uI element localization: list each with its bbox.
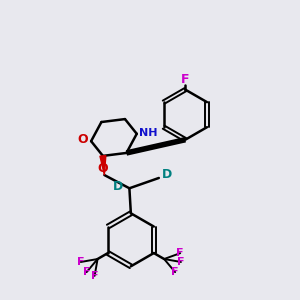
Text: O: O (98, 162, 108, 175)
Text: F: F (177, 257, 185, 267)
Text: F: F (171, 267, 179, 277)
Text: F: F (83, 267, 90, 277)
Text: D: D (162, 168, 172, 181)
Polygon shape (100, 156, 106, 175)
Text: F: F (91, 271, 98, 281)
Text: F: F (176, 248, 184, 258)
Text: F: F (181, 73, 190, 85)
Text: O: O (78, 133, 88, 146)
Text: D: D (113, 180, 123, 193)
Text: F: F (77, 257, 85, 267)
Text: NH: NH (139, 128, 157, 138)
